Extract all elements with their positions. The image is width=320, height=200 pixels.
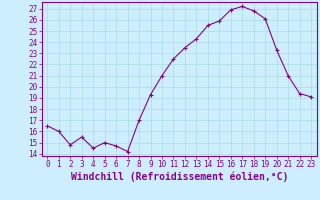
X-axis label: Windchill (Refroidissement éolien,°C): Windchill (Refroidissement éolien,°C) xyxy=(70,172,288,182)
